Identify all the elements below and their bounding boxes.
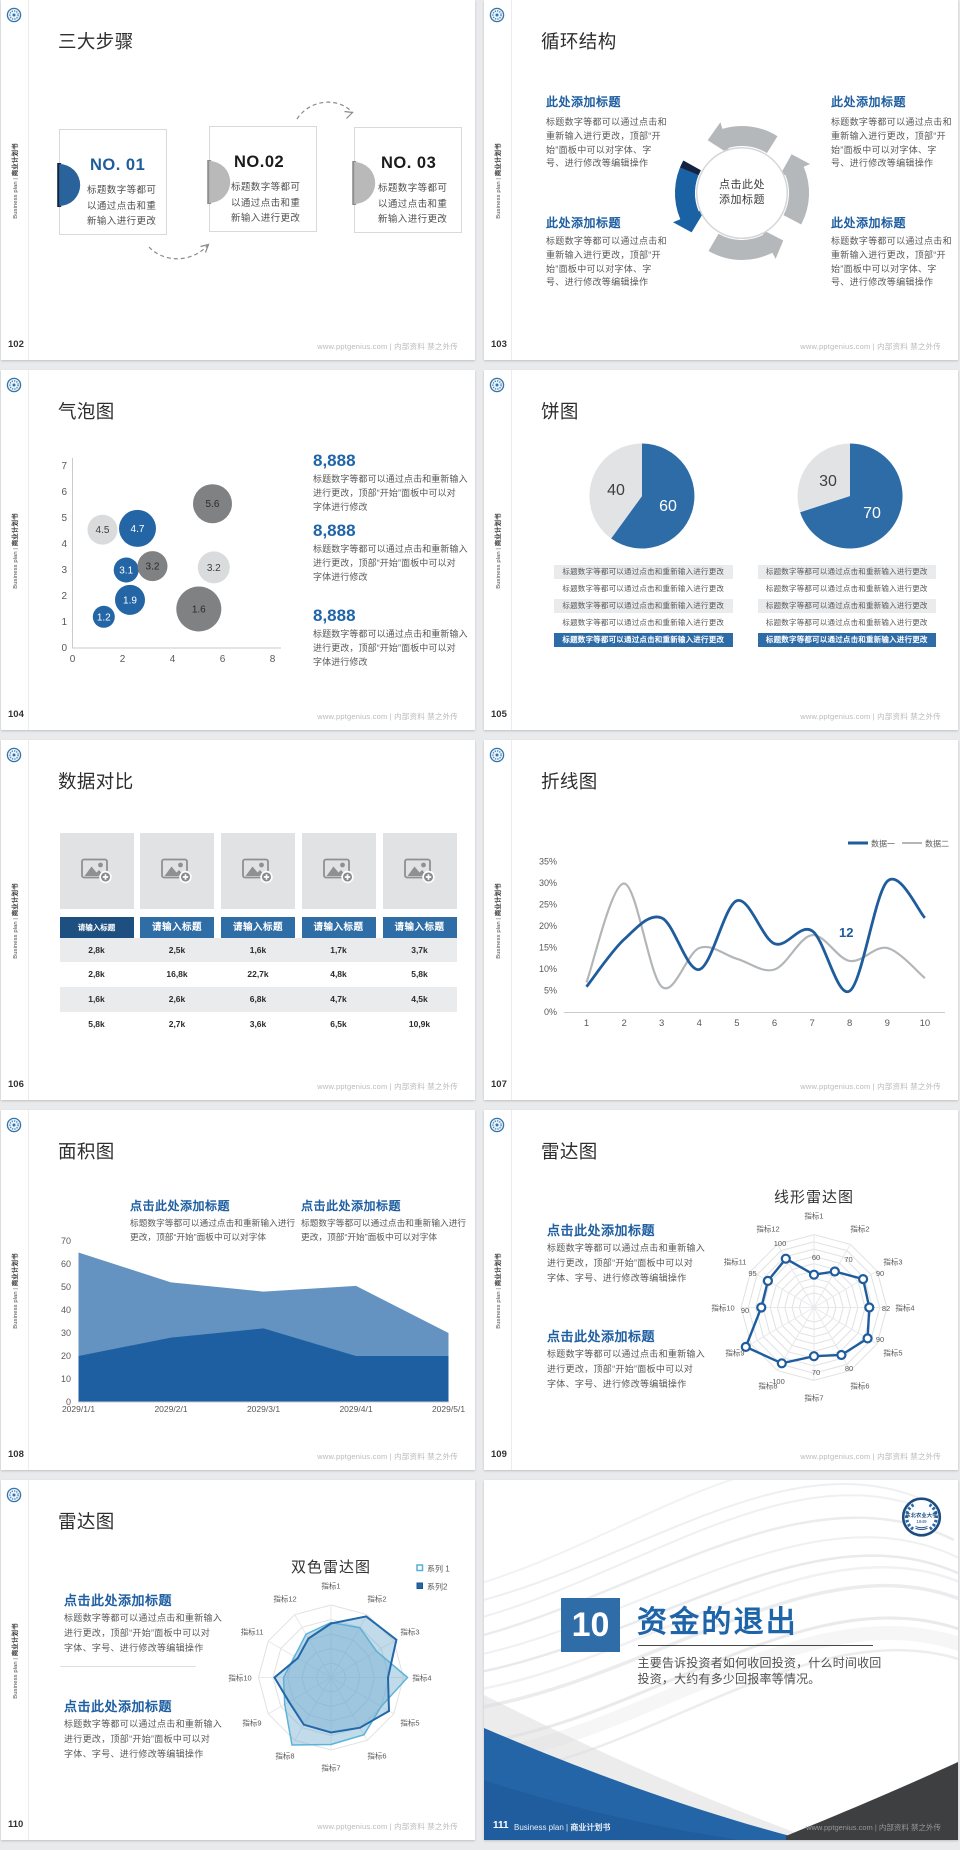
svg-text:6: 6 [220,654,226,665]
svg-text:指标2: 指标2 [850,1224,869,1234]
svg-text:数据二: 数据二 [925,839,949,849]
svg-text:3.2: 3.2 [146,562,160,573]
svg-text:2029/1/1: 2029/1/1 [62,1404,95,1414]
svg-text:2029/4/1: 2029/4/1 [339,1404,372,1414]
svg-text:5: 5 [61,513,67,524]
svg-text:1: 1 [61,617,67,628]
svg-text:82: 82 [882,1304,890,1313]
svg-text:0: 0 [66,1397,71,1407]
svg-text:0%: 0% [544,1007,557,1017]
svg-text:80: 80 [845,1364,853,1373]
svg-text:6: 6 [61,487,67,498]
svg-text:指标11: 指标11 [724,1257,747,1267]
svg-text:指标1: 指标1 [321,1581,340,1591]
svg-text:指标4: 指标4 [412,1673,431,1683]
svg-text:0: 0 [70,654,76,665]
svg-text:0: 0 [61,643,67,654]
svg-text:60: 60 [659,498,677,515]
svg-text:指标5: 指标5 [400,1718,419,1728]
svg-text:12: 12 [839,925,853,940]
svg-text:指标3: 指标3 [400,1627,419,1637]
svg-text:4.7: 4.7 [131,524,145,535]
svg-text:指标11: 指标11 [241,1627,264,1637]
svg-text:10: 10 [920,1018,931,1029]
svg-text:1.9: 1.9 [123,595,137,606]
svg-text:20%: 20% [539,921,557,931]
svg-text:指标8: 指标8 [758,1381,777,1391]
svg-text:指标4: 指标4 [895,1303,914,1313]
svg-text:2: 2 [120,654,126,665]
svg-text:指标10: 指标10 [711,1303,734,1313]
svg-text:1: 1 [584,1018,589,1029]
svg-text:指标12: 指标12 [756,1224,779,1234]
svg-text:5.6: 5.6 [206,499,220,510]
svg-text:70: 70 [812,1368,820,1377]
svg-text:70: 70 [844,1255,852,1264]
svg-text:3.1: 3.1 [119,566,133,577]
svg-text:指标9: 指标9 [725,1348,744,1358]
svg-text:指标10: 指标10 [228,1673,251,1683]
svg-text:指标8: 指标8 [275,1751,294,1761]
svg-text:指标1: 指标1 [804,1211,823,1221]
svg-text:2: 2 [61,591,67,602]
svg-text:1949: 1949 [916,1519,927,1524]
svg-text:4: 4 [697,1018,702,1029]
svg-text:指标12: 指标12 [273,1594,296,1604]
svg-text:20: 20 [61,1351,71,1361]
svg-text:3.2: 3.2 [207,563,221,574]
svg-text:东北农业大学: 东北农业大学 [905,1511,937,1519]
svg-text:4.5: 4.5 [96,525,110,536]
svg-text:90: 90 [876,1269,884,1278]
svg-text:指标9: 指标9 [242,1718,261,1728]
svg-text:7: 7 [61,461,67,472]
svg-text:100: 100 [774,1239,787,1248]
svg-text:15%: 15% [539,943,557,953]
svg-text:2029/2/1: 2029/2/1 [154,1404,187,1414]
svg-text:指标2: 指标2 [367,1594,386,1604]
svg-text:2029/3/1: 2029/3/1 [247,1404,280,1414]
svg-text:3: 3 [659,1018,664,1029]
svg-text:40: 40 [61,1305,71,1315]
svg-text:5: 5 [734,1018,739,1029]
svg-text:4: 4 [170,654,176,665]
svg-text:指标3: 指标3 [883,1257,902,1267]
svg-text:95: 95 [748,1269,756,1278]
svg-text:指标6: 指标6 [367,1751,386,1761]
svg-text:4: 4 [61,539,67,550]
svg-text:指标7: 指标7 [321,1763,340,1773]
svg-text:30%: 30% [539,878,557,888]
svg-text:35%: 35% [539,857,557,867]
svg-text:10%: 10% [539,964,557,974]
svg-text:系列2: 系列2 [427,1582,448,1592]
svg-text:30: 30 [61,1328,71,1338]
svg-text:3: 3 [61,565,67,576]
svg-text:100: 100 [772,1377,785,1386]
svg-text:10: 10 [61,1374,71,1384]
svg-text:50: 50 [61,1282,71,1292]
svg-text:2: 2 [621,1018,626,1029]
svg-text:9: 9 [885,1018,890,1029]
svg-text:2029/5/1: 2029/5/1 [432,1404,465,1414]
svg-text:40: 40 [607,482,625,499]
svg-text:70: 70 [61,1236,71,1246]
svg-text:指标7: 指标7 [804,1393,823,1403]
svg-text:指标6: 指标6 [850,1381,869,1391]
svg-text:5%: 5% [544,986,557,996]
svg-text:8: 8 [847,1018,852,1029]
svg-text:90: 90 [876,1335,884,1344]
svg-text:25%: 25% [539,900,557,910]
svg-text:60: 60 [61,1259,71,1269]
svg-text:70: 70 [863,505,881,522]
svg-text:7: 7 [809,1018,814,1029]
svg-text:系列 1: 系列 1 [427,1564,450,1574]
svg-text:8: 8 [270,654,276,665]
svg-text:指标5: 指标5 [883,1348,902,1358]
svg-text:90: 90 [741,1306,749,1315]
svg-text:1.6: 1.6 [192,605,206,616]
svg-text:30: 30 [819,473,837,490]
svg-text:数据一: 数据一 [871,839,895,849]
svg-text:1.2: 1.2 [97,612,111,623]
svg-text:60: 60 [812,1253,820,1262]
svg-text:6: 6 [772,1018,777,1029]
